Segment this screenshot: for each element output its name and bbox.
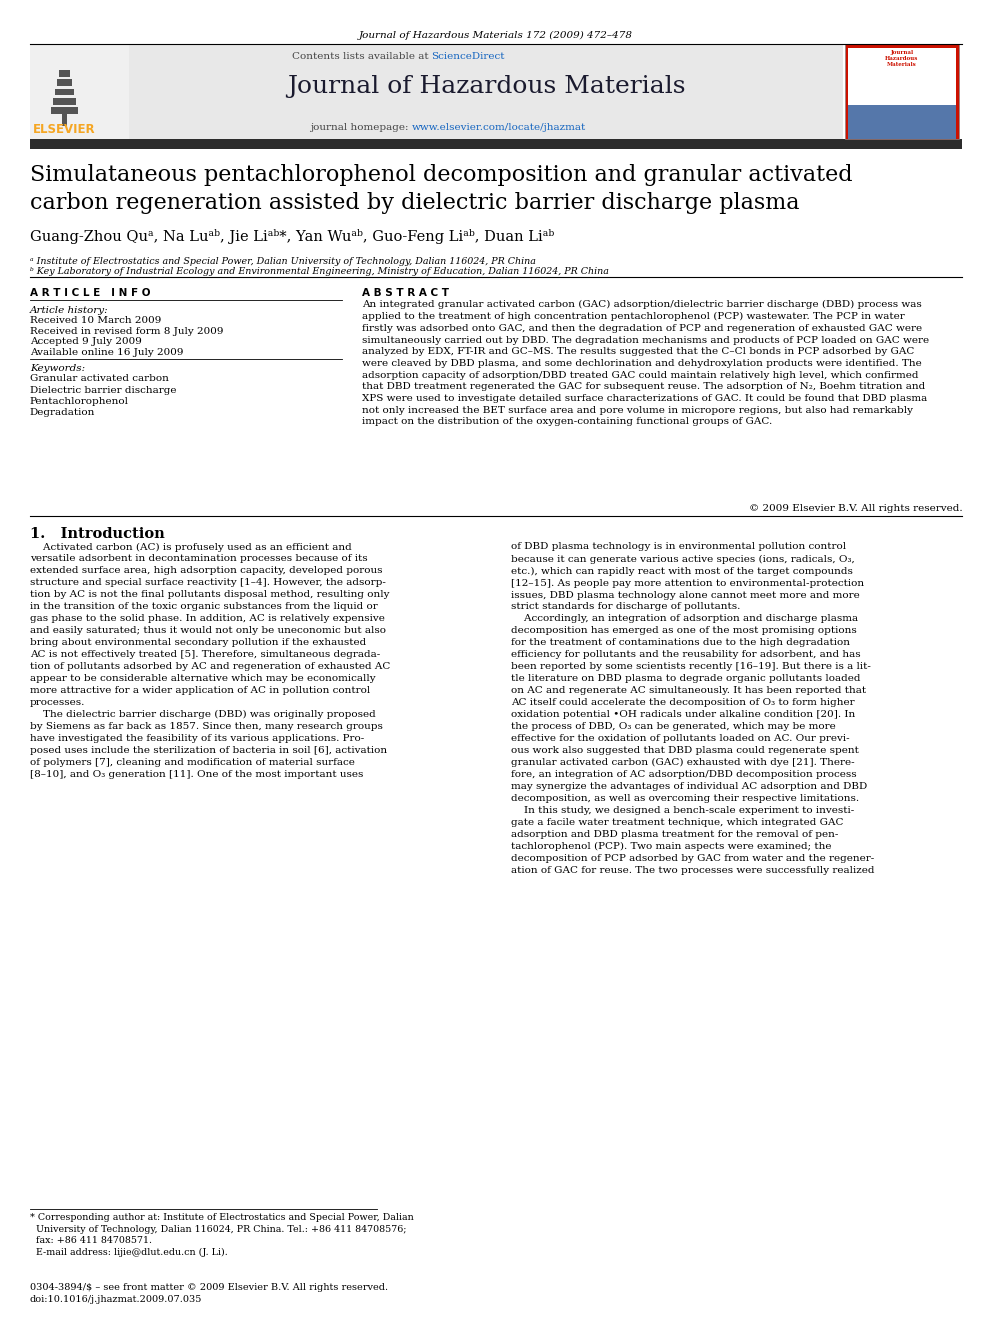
FancyBboxPatch shape (53, 98, 76, 105)
FancyBboxPatch shape (59, 70, 70, 77)
Text: ScienceDirect: ScienceDirect (432, 52, 505, 61)
FancyBboxPatch shape (57, 79, 72, 86)
Text: A B S T R A C T: A B S T R A C T (362, 288, 449, 299)
Text: of DBD plasma technology is in environmental pollution control
because it can ge: of DBD plasma technology is in environme… (511, 542, 874, 875)
FancyBboxPatch shape (62, 110, 67, 126)
Text: Contents lists available at: Contents lists available at (292, 52, 432, 61)
Text: Dielectric barrier discharge: Dielectric barrier discharge (30, 386, 177, 394)
FancyBboxPatch shape (30, 139, 962, 149)
Text: Simulataneous pentachlorophenol decomposition and granular activated
carbon rege: Simulataneous pentachlorophenol decompos… (30, 164, 852, 214)
Text: 1.   Introduction: 1. Introduction (30, 527, 165, 541)
Text: © 2009 Elsevier B.V. All rights reserved.: © 2009 Elsevier B.V. All rights reserved… (749, 504, 962, 513)
Text: * Corresponding author at: Institute of Electrostatics and Special Power, Dalian: * Corresponding author at: Institute of … (30, 1213, 414, 1257)
Text: Received 10 March 2009: Received 10 March 2009 (30, 316, 161, 325)
Text: 0304-3894/$ – see front matter © 2009 Elsevier B.V. All rights reserved.
doi:10.: 0304-3894/$ – see front matter © 2009 El… (30, 1283, 388, 1304)
Text: journal homepage:: journal homepage: (310, 123, 412, 132)
Text: Journal
Hazardous
Materials: Journal Hazardous Materials (885, 50, 919, 67)
Text: A R T I C L E   I N F O: A R T I C L E I N F O (30, 288, 150, 299)
Text: Accepted 9 July 2009: Accepted 9 July 2009 (30, 337, 142, 347)
Text: Pentachlorophenol: Pentachlorophenol (30, 397, 129, 406)
Text: Available online 16 July 2009: Available online 16 July 2009 (30, 348, 184, 357)
Text: Degradation: Degradation (30, 407, 95, 417)
FancyBboxPatch shape (129, 45, 843, 139)
Text: Journal of Hazardous Materials 172 (2009) 472–478: Journal of Hazardous Materials 172 (2009… (359, 30, 633, 40)
FancyBboxPatch shape (848, 105, 956, 139)
Text: Journal of Hazardous Materials: Journal of Hazardous Materials (287, 75, 685, 98)
Text: Guang-Zhou Quᵃ, Na Luᵃᵇ, Jie Liᵃᵇ*, Yan Wuᵃᵇ, Guo-Feng Liᵃᵇ, Duan Liᵃᵇ: Guang-Zhou Quᵃ, Na Luᵃᵇ, Jie Liᵃᵇ*, Yan … (30, 229, 554, 243)
FancyBboxPatch shape (30, 45, 129, 139)
FancyBboxPatch shape (51, 107, 78, 114)
Text: Granular activated carbon: Granular activated carbon (30, 374, 169, 384)
Text: www.elsevier.com/locate/jhazmat: www.elsevier.com/locate/jhazmat (412, 123, 586, 132)
FancyBboxPatch shape (55, 89, 74, 95)
Text: ELSEVIER: ELSEVIER (33, 123, 96, 136)
Text: An integrated granular activated carbon (GAC) adsorption/dielectric barrier disc: An integrated granular activated carbon … (362, 300, 930, 426)
Text: Keywords:: Keywords: (30, 364, 85, 373)
Text: Received in revised form 8 July 2009: Received in revised form 8 July 2009 (30, 327, 223, 336)
Text: ᵃ Institute of Electrostatics and Special Power, Dalian University of Technology: ᵃ Institute of Electrostatics and Specia… (30, 257, 536, 266)
Text: Activated carbon (AC) is profusely used as an efficient and
versatile adsorbent : Activated carbon (AC) is profusely used … (30, 542, 390, 779)
FancyBboxPatch shape (848, 48, 956, 106)
Text: ᵇ Key Laboratory of Industrial Ecology and Environmental Engineering, Ministry o: ᵇ Key Laboratory of Industrial Ecology a… (30, 267, 609, 277)
FancyBboxPatch shape (845, 44, 959, 139)
Text: Article history:: Article history: (30, 306, 108, 315)
